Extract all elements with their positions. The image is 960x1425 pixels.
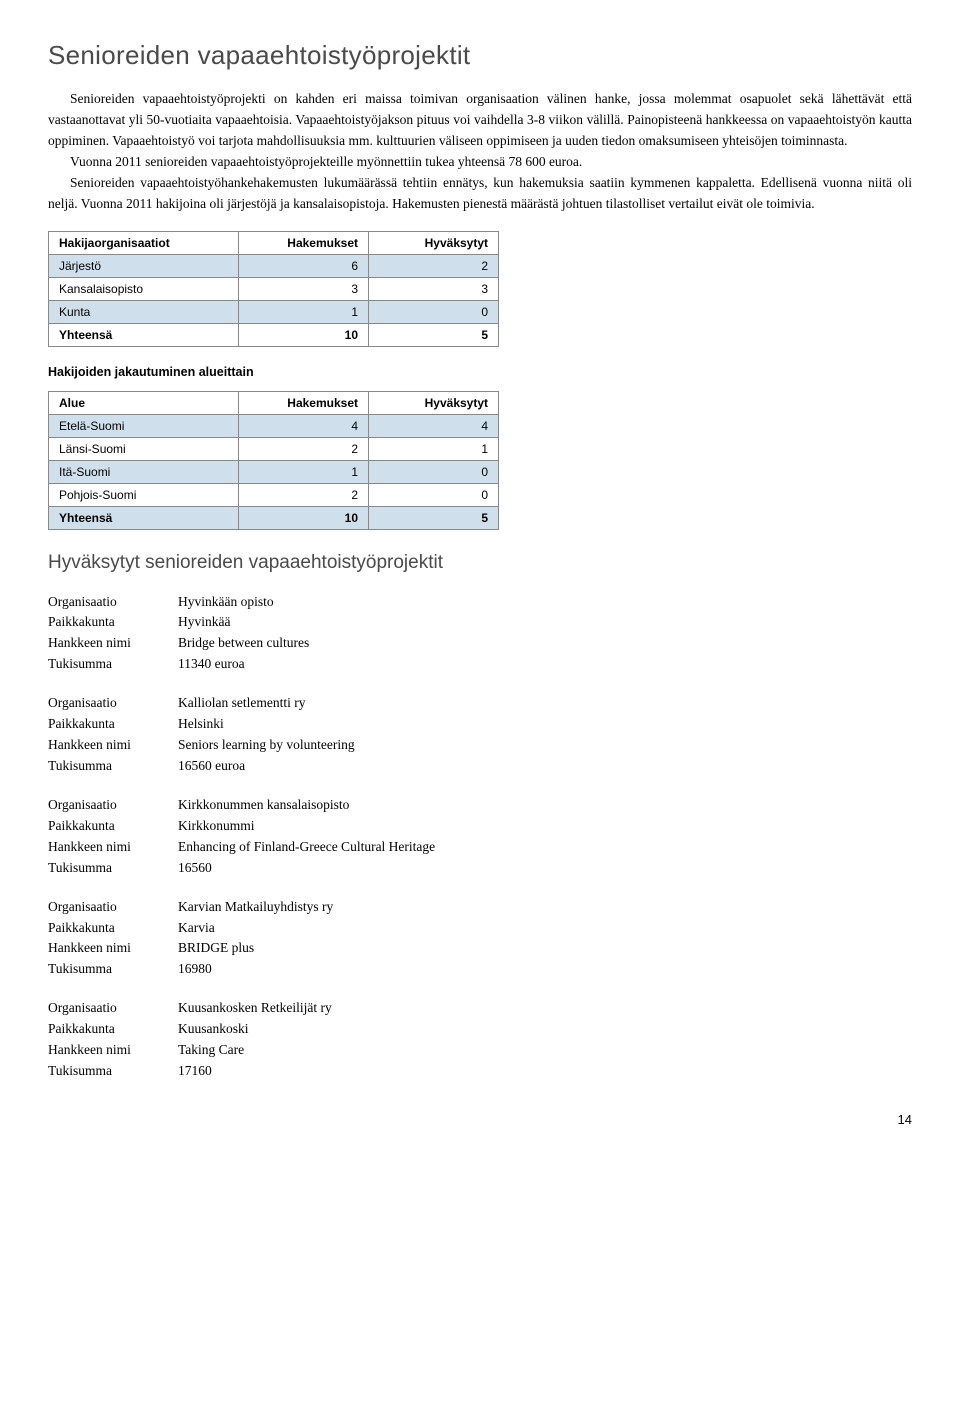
table2-title: Hakijoiden jakautuminen alueittain <box>48 365 912 379</box>
applicant-organizations-table: HakijaorganisaatiotHakemuksetHyväksytytJ… <box>48 231 499 347</box>
page-number: 14 <box>48 1112 912 1127</box>
project-row: OrganisaatioKarvian Matkailuyhdistys ry <box>48 897 912 918</box>
project-field-label: Tukisumma <box>48 1061 178 1082</box>
project-row: Hankkeen nimiBridge between cultures <box>48 633 912 654</box>
project-field-value: Kirkkonummi <box>178 816 912 837</box>
regional-distribution-table: AlueHakemuksetHyväksytytEtelä-Suomi44Län… <box>48 391 499 530</box>
project-row: OrganisaatioKuusankosken Retkeilijät ry <box>48 998 912 1019</box>
table-header: Hakemukset <box>239 391 369 414</box>
project-block: OrganisaatioHyvinkään opistoPaikkakuntaH… <box>48 592 912 676</box>
project-field-value: Helsinki <box>178 714 912 735</box>
project-field-label: Organisaatio <box>48 693 178 714</box>
table-header: Hakijaorganisaatiot <box>49 231 239 254</box>
project-row: Hankkeen nimiSeniors learning by volunte… <box>48 735 912 756</box>
project-row: Hankkeen nimiEnhancing of Finland-Greece… <box>48 837 912 858</box>
table-row: Etelä-Suomi44 <box>49 414 499 437</box>
project-field-value: Kuusankoski <box>178 1019 912 1040</box>
project-field-value: Hyvinkään opisto <box>178 592 912 613</box>
project-row: Tukisumma16560 euroa <box>48 756 912 777</box>
table-row: Pohjois-Suomi20 <box>49 483 499 506</box>
project-row: OrganisaatioKirkkonummen kansalaisopisto <box>48 795 912 816</box>
project-row: PaikkakuntaKuusankoski <box>48 1019 912 1040</box>
project-field-label: Hankkeen nimi <box>48 1040 178 1061</box>
approved-projects-heading: Hyväksytyt senioreiden vapaaehtoistyöpro… <box>48 552 912 574</box>
project-block: OrganisaatioKarvian Matkailuyhdistys ryP… <box>48 897 912 981</box>
project-field-label: Paikkakunta <box>48 1019 178 1040</box>
project-field-label: Hankkeen nimi <box>48 837 178 858</box>
table-header: Alue <box>49 391 239 414</box>
project-field-value: Karvia <box>178 918 912 939</box>
project-row: Tukisumma17160 <box>48 1061 912 1082</box>
project-row: PaikkakuntaHelsinki <box>48 714 912 735</box>
project-field-value: Seniors learning by volunteering <box>178 735 912 756</box>
project-field-value: 16560 <box>178 858 912 879</box>
project-field-label: Paikkakunta <box>48 918 178 939</box>
table-header: Hyväksytyt <box>369 231 499 254</box>
project-row: PaikkakuntaHyvinkää <box>48 612 912 633</box>
project-row: PaikkakuntaKarvia <box>48 918 912 939</box>
project-field-label: Organisaatio <box>48 897 178 918</box>
project-row: Hankkeen nimiBRIDGE plus <box>48 938 912 959</box>
project-field-label: Tukisumma <box>48 654 178 675</box>
table-row: Järjestö62 <box>49 254 499 277</box>
project-field-label: Organisaatio <box>48 998 178 1019</box>
project-row: Tukisumma16980 <box>48 959 912 980</box>
project-row: Tukisumma16560 <box>48 858 912 879</box>
table-row: Kansalaisopisto33 <box>49 277 499 300</box>
project-field-value: Hyvinkää <box>178 612 912 633</box>
table-total-row: Yhteensä105 <box>49 506 499 529</box>
project-block: OrganisaatioKuusankosken Retkeilijät ryP… <box>48 998 912 1082</box>
project-row: Tukisumma11340 euroa <box>48 654 912 675</box>
table-total-row: Yhteensä105 <box>49 323 499 346</box>
project-field-label: Tukisumma <box>48 959 178 980</box>
project-field-value: BRIDGE plus <box>178 938 912 959</box>
project-field-label: Tukisumma <box>48 858 178 879</box>
project-field-label: Hankkeen nimi <box>48 633 178 654</box>
project-field-label: Paikkakunta <box>48 714 178 735</box>
paragraph-3: Senioreiden vapaaehtoistyöhankehakemuste… <box>48 173 912 215</box>
projects-list: OrganisaatioHyvinkään opistoPaikkakuntaH… <box>48 592 912 1082</box>
project-field-label: Organisaatio <box>48 592 178 613</box>
project-field-label: Hankkeen nimi <box>48 938 178 959</box>
table-header: Hyväksytyt <box>369 391 499 414</box>
table-row: Itä-Suomi10 <box>49 460 499 483</box>
project-field-label: Hankkeen nimi <box>48 735 178 756</box>
project-block: OrganisaatioKalliolan setlementti ryPaik… <box>48 693 912 777</box>
project-row: OrganisaatioKalliolan setlementti ry <box>48 693 912 714</box>
project-field-value: 17160 <box>178 1061 912 1082</box>
project-field-value: Kuusankosken Retkeilijät ry <box>178 998 912 1019</box>
project-row: Hankkeen nimiTaking Care <box>48 1040 912 1061</box>
project-field-value: 16980 <box>178 959 912 980</box>
project-field-label: Paikkakunta <box>48 612 178 633</box>
project-field-value: Enhancing of Finland-Greece Cultural Her… <box>178 837 912 858</box>
project-field-value: Taking Care <box>178 1040 912 1061</box>
project-block: OrganisaatioKirkkonummen kansalaisopisto… <box>48 795 912 879</box>
project-field-value: Bridge between cultures <box>178 633 912 654</box>
table-row: Kunta10 <box>49 300 499 323</box>
project-field-label: Paikkakunta <box>48 816 178 837</box>
project-row: PaikkakuntaKirkkonummi <box>48 816 912 837</box>
project-field-label: Organisaatio <box>48 795 178 816</box>
table-row: Länsi-Suomi21 <box>49 437 499 460</box>
paragraph-2: Vuonna 2011 senioreiden vapaaehtoistyöpr… <box>48 152 912 173</box>
intro-paragraphs: Senioreiden vapaaehtoistyöprojekti on ka… <box>48 89 912 215</box>
project-field-value: 11340 euroa <box>178 654 912 675</box>
page-title: Senioreiden vapaaehtoistyöprojektit <box>48 40 912 71</box>
table-header: Hakemukset <box>239 231 369 254</box>
project-row: OrganisaatioHyvinkään opisto <box>48 592 912 613</box>
paragraph-1: Senioreiden vapaaehtoistyöprojekti on ka… <box>48 89 912 152</box>
project-field-label: Tukisumma <box>48 756 178 777</box>
project-field-value: Karvian Matkailuyhdistys ry <box>178 897 912 918</box>
project-field-value: 16560 euroa <box>178 756 912 777</box>
project-field-value: Kirkkonummen kansalaisopisto <box>178 795 912 816</box>
project-field-value: Kalliolan setlementti ry <box>178 693 912 714</box>
